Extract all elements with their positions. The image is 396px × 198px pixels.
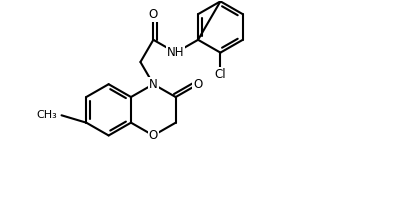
Text: N: N	[149, 78, 158, 91]
Text: Cl: Cl	[215, 68, 226, 81]
Text: O: O	[193, 78, 203, 91]
Text: NH: NH	[167, 46, 185, 59]
Text: O: O	[149, 8, 158, 21]
Text: CH₃: CH₃	[37, 110, 57, 120]
Text: O: O	[149, 129, 158, 142]
